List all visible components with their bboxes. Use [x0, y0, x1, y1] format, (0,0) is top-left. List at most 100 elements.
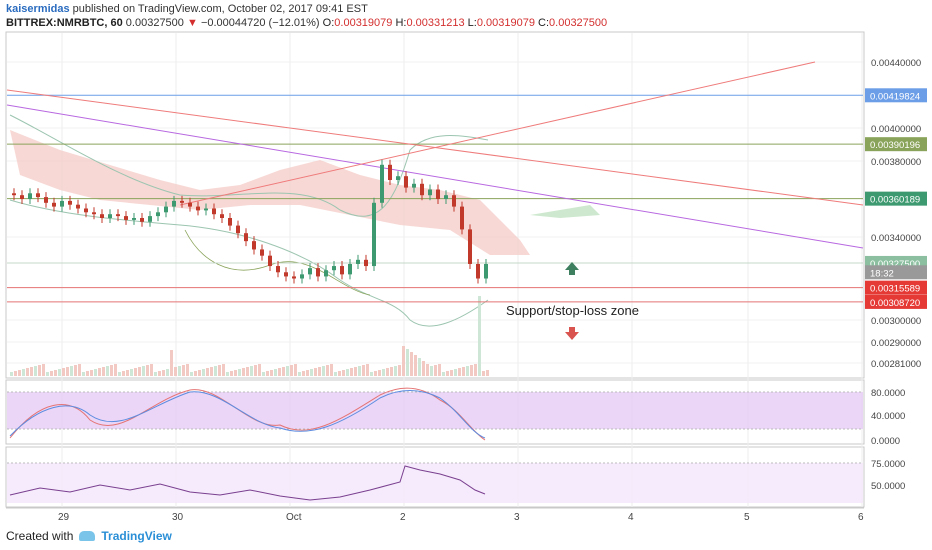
- volume-bar: [346, 369, 349, 376]
- volume-bar: [190, 372, 193, 376]
- volume-bar: [210, 367, 213, 376]
- candle-body: [452, 195, 456, 207]
- tradingview-brand[interactable]: TradingView: [101, 529, 172, 543]
- volume-bar: [74, 365, 77, 376]
- candle-body: [380, 164, 384, 203]
- volume-bar: [266, 371, 269, 376]
- volume-bar: [446, 371, 449, 376]
- volume-bar: [306, 370, 309, 376]
- volume-bar: [406, 349, 409, 376]
- candle-body: [444, 195, 448, 199]
- candle-body: [44, 197, 48, 203]
- rsi-tick-label: 80.0000: [871, 388, 905, 399]
- price-label-box: [865, 294, 927, 309]
- candle-body: [300, 274, 304, 279]
- volume-bar: [226, 372, 229, 376]
- volume-bar: [234, 370, 237, 376]
- volume-bar: [122, 371, 125, 376]
- time-tick-label: 30: [172, 512, 184, 523]
- volume-bar: [318, 367, 321, 376]
- volume-bar: [334, 372, 337, 376]
- candle-body: [28, 193, 32, 199]
- oscillator-pane[interactable]: [5, 446, 865, 508]
- candle-body: [100, 214, 104, 218]
- volume-bar: [482, 371, 485, 376]
- main-pane[interactable]: [5, 31, 865, 379]
- volume-bar: [130, 369, 133, 376]
- lower-band: [9, 199, 489, 327]
- osc-tick-label: 75.0000: [871, 459, 905, 470]
- volume-bar: [430, 366, 433, 376]
- candle-body: [148, 216, 152, 222]
- volume-bar: [398, 365, 401, 376]
- volume-bar: [350, 368, 353, 376]
- volume-bar: [298, 372, 301, 376]
- candle-body: [236, 225, 240, 234]
- candle-body: [460, 206, 464, 230]
- symbol-label[interactable]: BITTREX:NMRBTC, 60: [6, 17, 123, 29]
- volume-bar: [10, 372, 13, 376]
- price-tick-label: 0.00300000: [871, 316, 921, 327]
- upper-band: [9, 114, 489, 217]
- volume-bar: [70, 366, 73, 376]
- volume-bar: [378, 370, 381, 376]
- price-label-text: 0.00327500: [870, 259, 920, 270]
- volume-bar: [258, 364, 261, 376]
- volume-bar: [326, 365, 329, 376]
- volume-bar: [330, 364, 333, 376]
- volume-bar: [142, 366, 145, 376]
- price-tick-label: 0.00290000: [871, 338, 921, 349]
- rsi-pane[interactable]: [5, 379, 865, 445]
- volume-bar: [466, 366, 469, 376]
- candle-body: [60, 200, 64, 207]
- down-triangle-icon: ▼: [186, 17, 198, 29]
- time-axis[interactable]: 29 30 Oct 2 3 4 5 6: [6, 507, 864, 523]
- volume-bar: [254, 365, 257, 376]
- candle-body: [468, 229, 472, 264]
- candle-body: [260, 249, 264, 256]
- open-label: O:: [322, 17, 335, 29]
- price-label-text: 0.00360189: [870, 195, 920, 206]
- volume-bar: [390, 367, 393, 376]
- candle-body: [12, 193, 16, 196]
- candle-body: [396, 176, 400, 180]
- price-label-text: 0.00315589: [870, 284, 920, 295]
- volume-bar: [58, 369, 61, 376]
- candle-body: [292, 276, 296, 279]
- volume-bar: [146, 365, 149, 376]
- volume-bar: [322, 366, 325, 376]
- price-label-text: 0.00308720: [870, 298, 920, 309]
- volume-bar: [410, 352, 413, 376]
- candle-body: [308, 268, 312, 275]
- volume-bars: [10, 296, 489, 376]
- volume-bar: [230, 371, 233, 376]
- price-axis[interactable]: 0.00440000 0.00400000 0.00380000 0.00340000…: [865, 58, 927, 370]
- volume-bar: [42, 364, 45, 376]
- author-link[interactable]: kaisermidas: [6, 3, 70, 15]
- volume-bar: [54, 370, 57, 376]
- volume-bar: [14, 371, 17, 376]
- volume-bar: [94, 369, 97, 376]
- candle-body: [180, 200, 184, 203]
- volume-bar: [454, 369, 457, 376]
- volume-bar: [442, 372, 445, 376]
- candle-body: [52, 202, 56, 207]
- open-value: 0.00319079: [334, 17, 393, 29]
- candle-body: [372, 202, 376, 267]
- tradingview-logo-icon: [79, 531, 96, 541]
- volume-bar: [162, 370, 165, 376]
- volume-bar: [82, 372, 85, 376]
- volume-bar: [358, 366, 361, 376]
- candle-body: [204, 208, 208, 211]
- purple-trendline: [6, 104, 864, 249]
- volume-bar: [434, 365, 437, 376]
- volume-bar: [110, 365, 113, 376]
- low-label: L:: [467, 17, 477, 29]
- volume-bar: [26, 368, 29, 376]
- ichimoku-cloud: [10, 130, 600, 255]
- price-label-box: [865, 137, 927, 152]
- volume-bar: [478, 296, 481, 376]
- volume-bar: [178, 366, 181, 376]
- candle-body: [476, 263, 480, 279]
